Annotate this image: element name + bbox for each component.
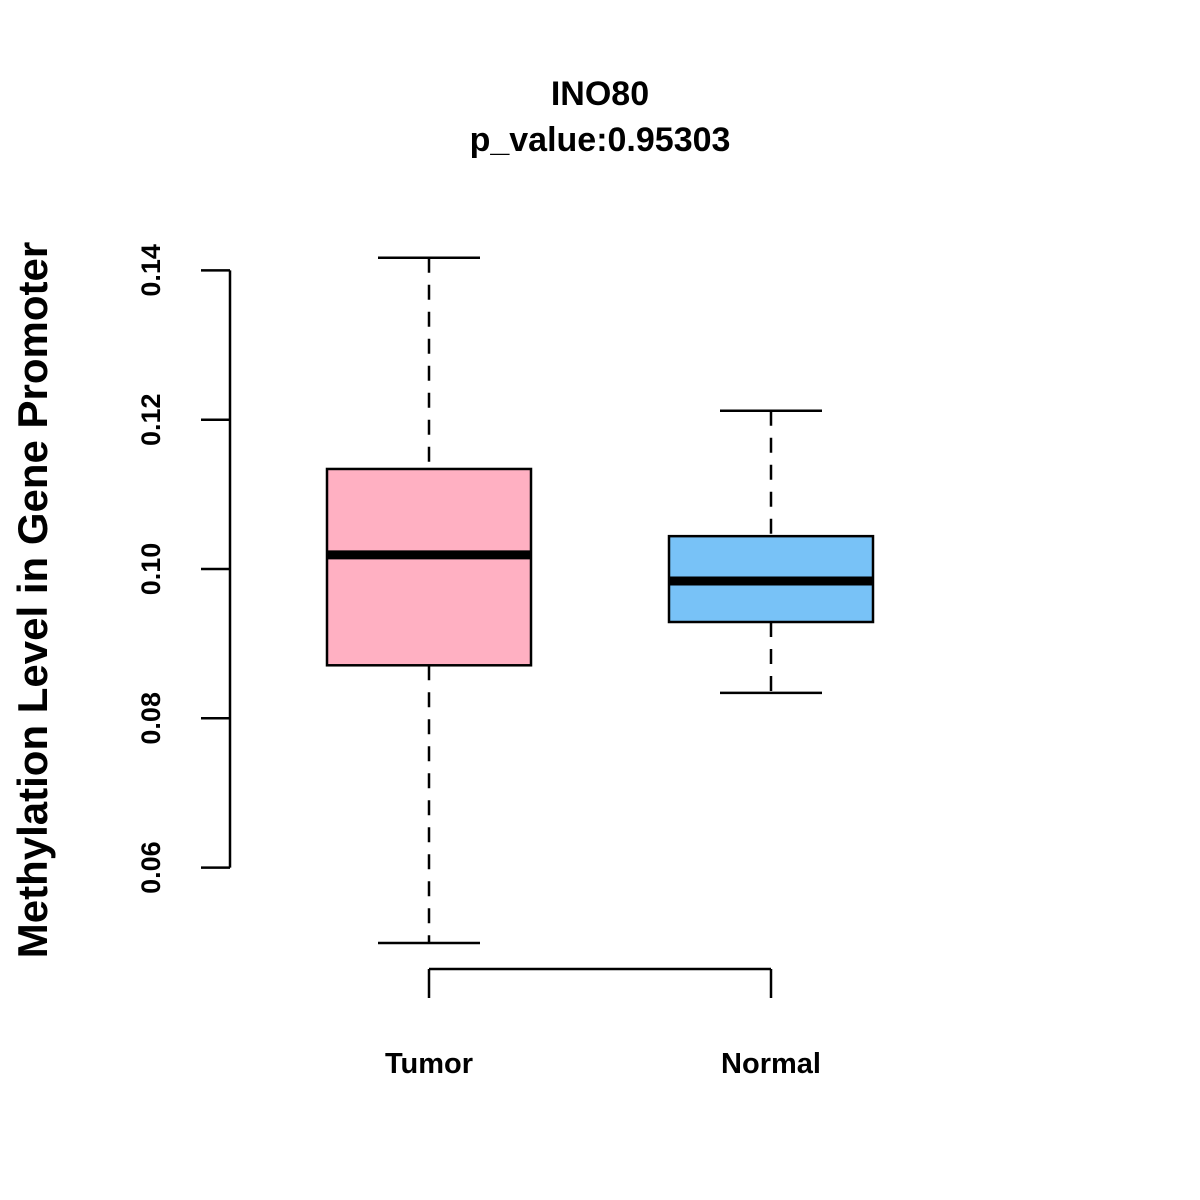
y-tick-label-0: 0.06 bbox=[136, 841, 166, 894]
x-tick-label-tumor: Tumor bbox=[385, 1048, 473, 1080]
box-normal bbox=[667, 409, 875, 695]
y-tick-label-2: 0.10 bbox=[136, 543, 166, 596]
chart-subtitle: p_value:0.95303 bbox=[470, 121, 731, 159]
x-axis: Tumor Normal bbox=[385, 967, 821, 1080]
y-tick-label-4: 0.14 bbox=[136, 244, 166, 297]
boxes-group bbox=[325, 256, 875, 945]
box-tumor bbox=[325, 256, 533, 945]
y-tick-label-3: 0.12 bbox=[136, 393, 166, 446]
y-axis-label: Methylation Level in Gene Promoter bbox=[9, 242, 56, 958]
x-tick-label-normal: Normal bbox=[721, 1048, 821, 1080]
y-tick-label-1: 0.08 bbox=[136, 692, 166, 745]
y-axis: 0.06 0.08 0.10 0.12 0.14 bbox=[136, 244, 232, 894]
iqr-box bbox=[325, 467, 533, 667]
chart-title: INO80 bbox=[551, 75, 649, 113]
